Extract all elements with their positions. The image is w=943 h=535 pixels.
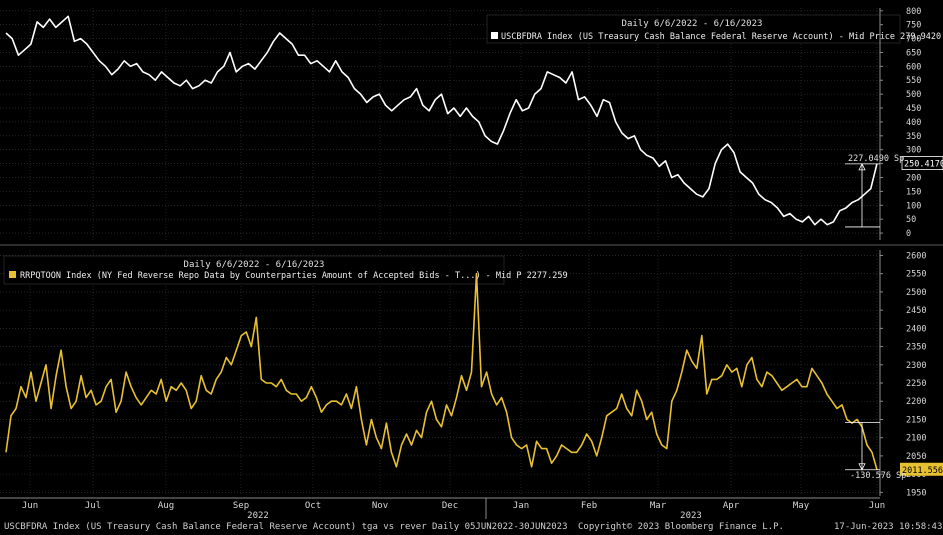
x-tick-label: Mar xyxy=(650,501,667,511)
dual-panel-line-chart: Daily 6/6/2022 - 6/16/2023 USCBFDRA Inde… xyxy=(0,7,943,521)
bottom-change-annotation: -130.576 Sp xyxy=(845,421,906,481)
last-value-box xyxy=(901,156,943,170)
bottom-panel-header: Daily 6/6/2022 - 6/16/2023 RRPQTOON Inde… xyxy=(3,255,568,285)
y-tick-label: 0 xyxy=(906,229,911,239)
annotation-arrowhead xyxy=(858,162,866,171)
y-tick-label: 2450 xyxy=(906,306,926,316)
footer-left: USCBFDRA Index (US Treasury Cash Balance… xyxy=(4,522,568,532)
x-tick-label: Jun xyxy=(869,501,885,511)
last-value-text: 250.4170 xyxy=(904,160,943,170)
y-tick-label: 750 xyxy=(906,21,921,31)
y-tick-label: 550 xyxy=(906,76,921,86)
y-tick-label: 1950 xyxy=(906,488,926,498)
y-tick-label: 650 xyxy=(906,48,921,58)
y-tick-label: 2350 xyxy=(906,343,926,353)
annotation-arrowhead xyxy=(858,463,866,471)
y-tick-label: 700 xyxy=(906,35,921,45)
year-label: 2022 xyxy=(247,511,269,519)
top-legend-box xyxy=(486,14,901,44)
last-value-box xyxy=(900,462,943,476)
x-axis: Jun Jul Aug Sep Oct Nov Dec Jan Feb Mar Apr May Jun 2… xyxy=(0,497,885,521)
y-tick-label: 350 xyxy=(906,132,921,142)
y-tick-label: 2150 xyxy=(906,415,926,425)
y-tick-label: 600 xyxy=(906,62,921,72)
uscbfdra-series-line xyxy=(5,15,878,226)
y-tick-label: 400 xyxy=(906,118,921,128)
x-tick-label: Sep xyxy=(233,501,249,511)
x-tick-label: Aug xyxy=(158,501,174,511)
annotation-label: 227.0490 Sp xyxy=(848,154,904,164)
top-change-annotation: 227.0490 Sp xyxy=(845,154,904,228)
y-tick-label: 2050 xyxy=(906,452,926,462)
x-tick-label: Nov xyxy=(372,501,388,511)
bottom-last-value-label: 2011.556 xyxy=(900,462,943,476)
top-legend-swatch xyxy=(491,32,498,39)
x-tick-label: Jul xyxy=(85,501,101,511)
bottom-y-axis: 1950200020502100215022002250230023502400… xyxy=(879,250,926,498)
y-tick-label: 500 xyxy=(906,90,921,100)
x-tick-label: May xyxy=(793,501,810,511)
y-tick-label: 2300 xyxy=(906,361,926,371)
y-tick-label: 200 xyxy=(906,173,921,183)
y-tick-label: 2100 xyxy=(906,434,926,444)
footer-bar: USCBFDRA Index (US Treasury Cash Balance… xyxy=(0,519,943,535)
y-tick-label: 50 xyxy=(906,215,916,225)
top-legend-text: USCBFDRA Index (US Treasury Cash Balance… xyxy=(501,32,941,42)
rrpqtoon-series-line xyxy=(5,272,878,471)
y-tick-label: 2400 xyxy=(906,324,926,334)
top-header-date: Daily 6/6/2022 - 6/16/2023 xyxy=(622,19,763,29)
year-label: 2023 xyxy=(680,511,702,519)
y-tick-label: 2200 xyxy=(906,397,926,407)
y-tick-label: 2550 xyxy=(906,270,926,280)
series-layer: 250.4170 2011.556 xyxy=(5,15,943,476)
x-tick-label: Jan xyxy=(513,501,529,511)
top-panel-header: Daily 6/6/2022 - 6/16/2023 USCBFDRA Inde… xyxy=(486,14,941,44)
annotation-layer: 227.0490 Sp -130.576 Sp xyxy=(845,154,906,481)
y-tick-label: 800 xyxy=(906,7,921,17)
y-tick-label: 450 xyxy=(906,104,921,114)
bottom-header-date: Daily 6/6/2022 - 6/16/2023 xyxy=(184,260,325,270)
footer-timestamp: 17-Jun-2023 10:58:43 xyxy=(834,522,943,532)
bottom-legend-box xyxy=(3,255,505,285)
y-tick-label: 100 xyxy=(906,201,921,211)
x-tick-label: Oct xyxy=(305,501,321,511)
y-tick-label: 2500 xyxy=(906,288,926,298)
footer-copyright: Copyright© 2023 Bloomberg Finance L.P. xyxy=(578,522,784,532)
bottom-legend-text: RRPQTOON Index (NY Fed Reverse Repo Data… xyxy=(20,271,568,281)
y-tick-label: 2250 xyxy=(906,379,926,389)
grid-lines xyxy=(0,8,880,496)
x-tick-label: Dec xyxy=(442,501,458,511)
bottom-legend-swatch xyxy=(9,271,16,278)
x-tick-label: Feb xyxy=(581,501,597,511)
annotation-label: -130.576 Sp xyxy=(850,471,906,481)
y-tick-label: 150 xyxy=(906,187,921,197)
top-last-value-label: 250.4170 xyxy=(901,156,943,170)
last-value-text: 2011.556 xyxy=(902,466,943,476)
y-tick-label: 2600 xyxy=(906,251,926,261)
y-tick-label: 300 xyxy=(906,146,921,156)
x-tick-label: Apr xyxy=(723,501,740,511)
x-tick-label: Jun xyxy=(22,501,38,511)
